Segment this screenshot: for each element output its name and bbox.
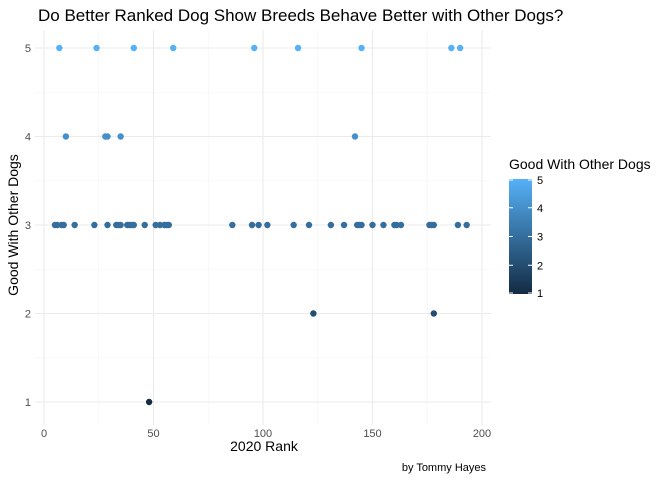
data-point bbox=[430, 310, 438, 317]
data-point bbox=[53, 221, 61, 229]
legend-ticks: 1 2 3 4 5 bbox=[509, 175, 543, 300]
data-point bbox=[141, 221, 148, 229]
data-point bbox=[152, 221, 159, 229]
data-point bbox=[463, 221, 470, 229]
colorbar bbox=[509, 179, 532, 294]
data-point bbox=[130, 44, 137, 52]
data-point bbox=[456, 44, 464, 52]
legend-tick-label: 4 bbox=[537, 203, 543, 215]
data-point bbox=[117, 221, 124, 229]
data-point bbox=[56, 44, 63, 52]
y-axis-title: Good With Other Dogs bbox=[5, 154, 21, 296]
data-point bbox=[448, 44, 455, 52]
data-point bbox=[229, 221, 236, 229]
data-point bbox=[327, 221, 335, 229]
data-point bbox=[104, 221, 111, 229]
data-point bbox=[71, 221, 78, 229]
data-point bbox=[340, 221, 348, 229]
data-point bbox=[170, 44, 177, 52]
legend-title: Good With Other Dogs bbox=[509, 156, 651, 172]
legend-tick-label: 5 bbox=[537, 175, 543, 187]
data-point bbox=[255, 221, 262, 229]
data-point bbox=[248, 221, 256, 229]
data-point bbox=[104, 133, 111, 140]
data-point bbox=[393, 221, 400, 229]
data-point bbox=[165, 221, 173, 229]
legend-tick-label: 3 bbox=[537, 232, 543, 244]
data-point bbox=[430, 221, 438, 229]
data-point bbox=[294, 44, 302, 52]
legend-tick-label: 1 bbox=[537, 288, 543, 300]
y-tick-label: 1 bbox=[25, 397, 31, 409]
caption: by Tommy Hayes bbox=[402, 462, 487, 474]
data-points bbox=[51, 44, 470, 406]
x-tick-label: 0 bbox=[41, 428, 47, 440]
x-tick-label: 50 bbox=[147, 428, 159, 440]
x-tick-label: 150 bbox=[363, 428, 381, 440]
y-tick-label: 2 bbox=[25, 309, 31, 321]
data-point bbox=[156, 221, 164, 229]
data-point bbox=[62, 133, 70, 140]
data-point bbox=[305, 221, 313, 229]
color-legend: Good With Other Dogs 1 2 3 4 5 bbox=[509, 156, 651, 300]
data-point bbox=[251, 44, 258, 52]
data-point bbox=[454, 221, 462, 229]
data-point bbox=[130, 221, 137, 229]
axis-ticks: 0 50 100 150 200 1 2 3 4 5 bbox=[25, 43, 491, 440]
data-point bbox=[91, 221, 98, 229]
data-point bbox=[351, 133, 359, 140]
data-point bbox=[369, 221, 376, 229]
grid-lines bbox=[35, 30, 491, 425]
data-point bbox=[60, 221, 67, 229]
data-point bbox=[310, 310, 317, 317]
data-point bbox=[145, 398, 153, 406]
x-tick-label: 100 bbox=[254, 428, 272, 440]
data-point bbox=[358, 221, 365, 229]
data-point bbox=[264, 221, 271, 229]
data-point bbox=[93, 44, 100, 52]
data-point bbox=[290, 221, 297, 229]
legend-tick-label: 2 bbox=[537, 260, 543, 272]
data-point bbox=[358, 44, 365, 52]
x-axis-title: 2020 Rank bbox=[230, 438, 299, 454]
x-tick-label: 200 bbox=[473, 428, 491, 440]
data-point bbox=[117, 133, 124, 140]
y-tick-label: 3 bbox=[25, 220, 31, 232]
data-point bbox=[397, 221, 405, 229]
data-point bbox=[380, 221, 387, 229]
y-tick-label: 5 bbox=[25, 43, 31, 55]
chart-title: Do Better Ranked Dog Show Breeds Behave … bbox=[38, 6, 563, 25]
y-tick-label: 4 bbox=[25, 132, 31, 144]
